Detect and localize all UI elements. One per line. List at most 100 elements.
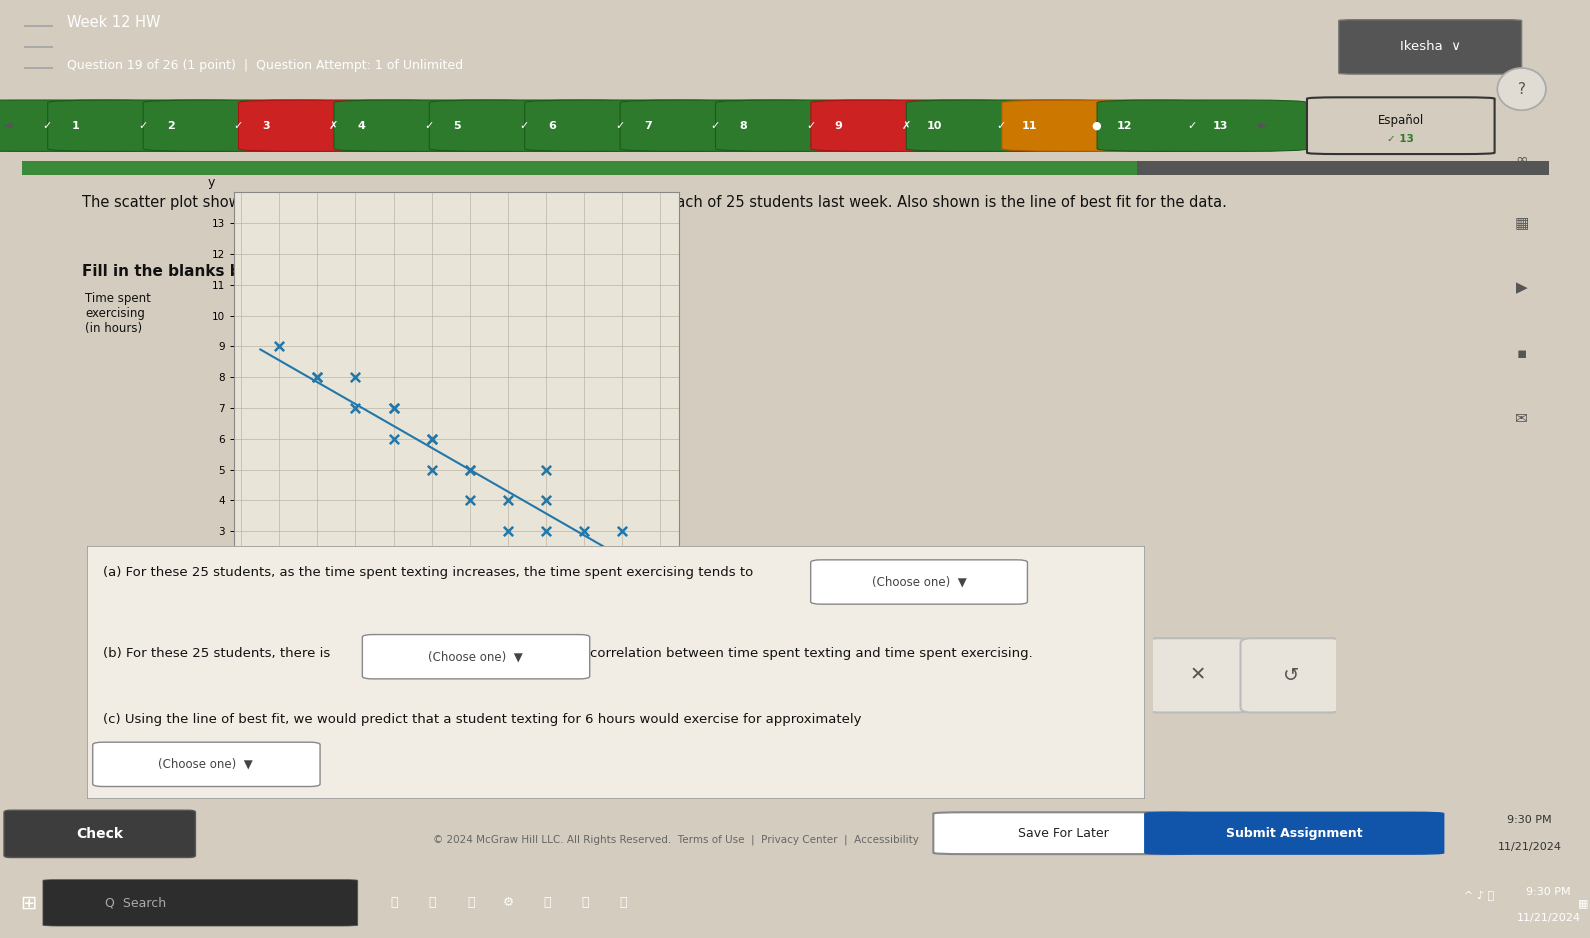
Text: (c) Using the line of best fit, we would predict that a student texting for 6 ho: (c) Using the line of best fit, we would…: [103, 713, 862, 726]
Point: [571, 523, 596, 538]
Bar: [22, 160, 1137, 175]
Text: 2: 2: [167, 121, 175, 130]
Text: ▦: ▦: [1514, 216, 1530, 231]
Text: (Choose one)  ▼: (Choose one) ▼: [428, 650, 523, 663]
Point: [533, 523, 558, 538]
Text: 1: 1: [72, 121, 80, 130]
Text: 3: 3: [262, 121, 270, 130]
FancyBboxPatch shape: [1097, 100, 1307, 151]
Point: [456, 462, 482, 477]
Text: (a) For these 25 students, as the time spent texting increases, the time spent e: (a) For these 25 students, as the time s…: [103, 567, 754, 579]
Point: [418, 462, 444, 477]
FancyBboxPatch shape: [238, 100, 448, 151]
FancyBboxPatch shape: [334, 100, 544, 151]
FancyBboxPatch shape: [1240, 638, 1340, 713]
Point: [305, 370, 331, 385]
FancyBboxPatch shape: [1145, 812, 1444, 855]
Text: ✗: ✗: [329, 121, 339, 130]
FancyBboxPatch shape: [87, 546, 1145, 799]
FancyBboxPatch shape: [1002, 100, 1212, 151]
Point: [343, 401, 369, 416]
Point: [609, 523, 634, 538]
FancyBboxPatch shape: [5, 810, 196, 857]
Text: ✓: ✓: [806, 121, 816, 130]
Text: Español: Español: [1377, 113, 1425, 127]
Text: ◄: ◄: [3, 119, 13, 132]
Text: 13: 13: [1213, 121, 1227, 130]
Text: ▪: ▪: [1517, 346, 1526, 361]
Text: (Choose one)  ▼: (Choose one) ▼: [873, 575, 967, 588]
Text: ↺: ↺: [1283, 666, 1299, 685]
Point: [494, 523, 520, 538]
Text: ✉: ✉: [1515, 410, 1528, 425]
Text: 11/21/2024: 11/21/2024: [1498, 842, 1561, 853]
Text: 11: 11: [1022, 121, 1037, 130]
Text: 📄: 📄: [391, 897, 398, 909]
Text: ✕: ✕: [1189, 666, 1205, 685]
Text: 6: 6: [549, 121, 556, 130]
FancyBboxPatch shape: [1148, 638, 1248, 713]
FancyBboxPatch shape: [363, 635, 590, 679]
Text: 🔧: 🔧: [620, 897, 626, 909]
Text: The scatter plot shows the time spent texting and the time spent exercising by e: The scatter plot shows the time spent te…: [81, 195, 1226, 210]
Text: © 2024 McGraw Hill LLC. All Rights Reserved.  Terms of Use  |  Privacy Center  |: © 2024 McGraw Hill LLC. All Rights Reser…: [432, 834, 919, 844]
Text: ●: ●: [1092, 121, 1102, 130]
Point: [382, 401, 407, 416]
FancyBboxPatch shape: [525, 100, 735, 151]
Text: ?: ?: [1517, 82, 1526, 97]
Text: ✓: ✓: [234, 121, 243, 130]
Text: 🌐: 🌐: [544, 897, 550, 909]
Text: ✓: ✓: [615, 121, 625, 130]
FancyBboxPatch shape: [620, 100, 830, 151]
Text: ✓: ✓: [1188, 121, 1197, 130]
Text: 9:30 PM: 9:30 PM: [1526, 887, 1571, 898]
Text: ✓: ✓: [43, 121, 52, 130]
Point: [267, 339, 293, 354]
Text: (b) For these 25 students, there is: (b) For these 25 students, there is: [103, 647, 331, 660]
FancyBboxPatch shape: [43, 880, 358, 926]
FancyBboxPatch shape: [143, 100, 353, 151]
FancyBboxPatch shape: [92, 742, 320, 786]
FancyBboxPatch shape: [48, 100, 258, 151]
FancyBboxPatch shape: [716, 100, 925, 151]
FancyBboxPatch shape: [0, 100, 162, 151]
Point: [609, 554, 634, 569]
Point: [418, 431, 444, 446]
Text: 📁: 📁: [582, 897, 588, 909]
FancyBboxPatch shape: [1339, 20, 1522, 74]
Text: 5: 5: [453, 121, 461, 130]
Text: Fill in the blanks below.: Fill in the blanks below.: [81, 265, 285, 280]
Text: ✓: ✓: [138, 121, 148, 130]
FancyBboxPatch shape: [429, 100, 639, 151]
Point: [609, 585, 634, 600]
Point: [382, 431, 407, 446]
Text: Submit Assignment: Submit Assignment: [1226, 826, 1363, 840]
Circle shape: [1498, 68, 1545, 111]
Point: [418, 431, 444, 446]
Point: [494, 493, 520, 508]
Point: [571, 554, 596, 569]
X-axis label: Time spent texting
(in hours): Time spent texting (in hours): [401, 648, 512, 676]
Bar: [22, 160, 1549, 175]
Text: correlation between time spent texting and time spent exercising.: correlation between time spent texting a…: [590, 647, 1032, 660]
Point: [456, 462, 482, 477]
Text: ✓: ✓: [520, 121, 529, 130]
Text: 🔵: 🔵: [429, 897, 436, 909]
Text: ⚙: ⚙: [502, 897, 515, 909]
Text: Q  Search: Q Search: [105, 897, 165, 909]
FancyBboxPatch shape: [1307, 98, 1495, 154]
FancyBboxPatch shape: [933, 812, 1192, 855]
Text: ^ ♪ 📶: ^ ♪ 📶: [1464, 891, 1493, 900]
Text: ✓ 13: ✓ 13: [1388, 134, 1414, 144]
Point: [533, 462, 558, 477]
Text: ✓: ✓: [425, 121, 434, 130]
Text: 🟢: 🟢: [467, 897, 474, 909]
Text: Ikesha  ∨: Ikesha ∨: [1401, 40, 1461, 53]
Text: 9:30 PM: 9:30 PM: [1507, 815, 1552, 825]
Text: Week 12 HW: Week 12 HW: [67, 15, 161, 30]
Text: ✓: ✓: [997, 121, 1006, 130]
Text: 4: 4: [358, 121, 366, 130]
Text: 10: 10: [927, 121, 941, 130]
Text: Save For Later: Save For Later: [1018, 826, 1110, 840]
Text: ✓: ✓: [711, 121, 720, 130]
